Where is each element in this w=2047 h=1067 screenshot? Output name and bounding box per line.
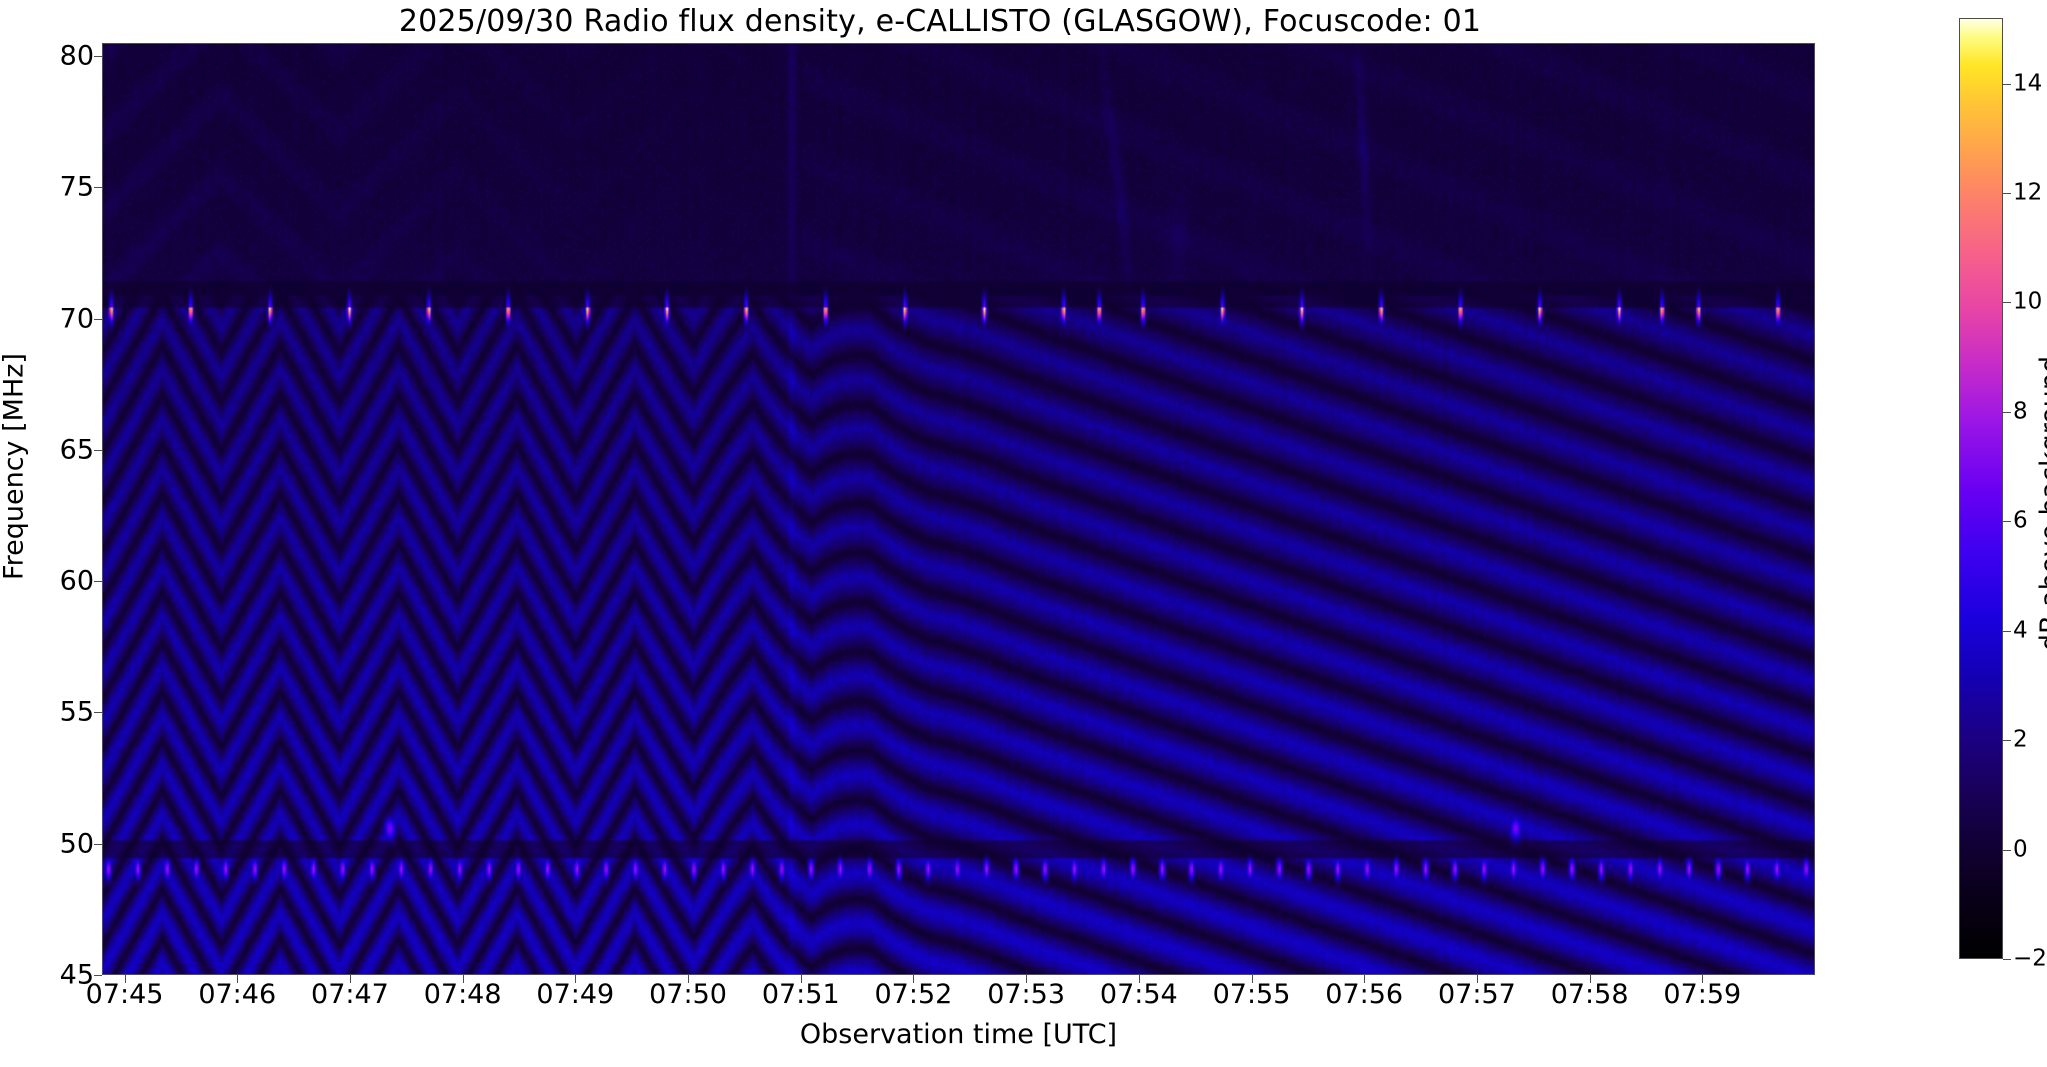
- colorbar-tick-label: 4: [2013, 617, 2028, 644]
- y-tick-label: 50: [59, 828, 94, 860]
- colorbar-gradient: [1959, 18, 2003, 959]
- y-tick-mark: [94, 712, 102, 714]
- x-tick-label: 07:45: [85, 979, 164, 1010]
- x-axis-label: Observation time [UTC]: [799, 1019, 1118, 1050]
- x-tick-label: 07:48: [423, 979, 502, 1010]
- x-tick-label: 07:50: [649, 979, 727, 1010]
- y-tick-label: 45: [59, 959, 94, 991]
- x-tick-mark: [237, 975, 239, 983]
- colorbar-tick-mark: [2003, 521, 2011, 523]
- colorbar-label: dB above background: [2035, 355, 2047, 652]
- colorbar-tick-label: 8: [2013, 398, 2028, 425]
- y-tick-label: 55: [59, 696, 94, 728]
- colorbar-tick-mark: [2003, 959, 2011, 960]
- x-tick-label: 07:53: [987, 979, 1066, 1010]
- colorbar-tick-mark: [2003, 740, 2011, 742]
- x-tick-label: 07:58: [1550, 979, 1629, 1010]
- x-tick-mark: [1026, 975, 1028, 983]
- x-tick-mark: [124, 975, 126, 983]
- y-tick-label: 80: [59, 40, 94, 72]
- colorbar-tick-mark: [2003, 83, 2011, 85]
- x-tick-label: 07:52: [874, 979, 953, 1010]
- spectrogram-image: [103, 44, 1814, 974]
- colorbar-tick-mark: [2003, 630, 2011, 632]
- y-tick-label: 75: [59, 171, 94, 203]
- x-tick-mark: [575, 975, 577, 983]
- x-tick-mark: [1364, 975, 1366, 983]
- colorbar-tick-mark: [2003, 193, 2011, 195]
- x-tick-mark: [1476, 975, 1478, 983]
- x-tick-label: 07:56: [1325, 979, 1404, 1010]
- y-tick-mark: [94, 187, 102, 189]
- y-tick-mark: [94, 843, 102, 845]
- page-title: 2025/09/30 Radio flux density, e-CALLIST…: [398, 4, 1482, 39]
- x-tick-mark: [800, 975, 802, 983]
- x-tick-label: 07:51: [761, 979, 840, 1010]
- colorbar-tick-label: 2: [2013, 726, 2028, 753]
- colorbar-tick-label: 14: [2013, 70, 2043, 97]
- x-tick-mark: [913, 975, 915, 983]
- y-tick-mark: [94, 449, 102, 451]
- x-tick-label: 07:59: [1663, 979, 1742, 1010]
- colorbar-tick-label: 12: [2013, 179, 2043, 206]
- colorbar-tick-label: 10: [2013, 288, 2043, 315]
- x-tick-label: 07:54: [1099, 979, 1178, 1010]
- x-tick-mark: [349, 975, 351, 983]
- x-tick-label: 07:57: [1438, 979, 1516, 1010]
- y-tick-label: 65: [59, 434, 94, 466]
- x-tick-mark: [1138, 975, 1140, 983]
- colorbar-tick-label: 0: [2013, 836, 2028, 863]
- colorbar-tick-mark: [2003, 849, 2011, 851]
- y-tick-label: 60: [59, 565, 94, 597]
- x-tick-label: 07:46: [198, 979, 277, 1010]
- x-tick-mark: [688, 975, 690, 983]
- colorbar-tick-mark: [2003, 411, 2011, 413]
- x-tick-mark: [1589, 975, 1591, 983]
- x-tick-mark: [1251, 975, 1253, 983]
- y-tick-mark: [94, 56, 102, 58]
- colorbar-tick-label: −2: [2013, 945, 2047, 972]
- x-tick-label: 07:47: [311, 979, 389, 1010]
- y-tick-mark: [94, 581, 102, 583]
- spectrogram-axes: [102, 43, 1815, 975]
- x-tick-label: 07:55: [1212, 979, 1291, 1010]
- y-tick-mark: [94, 975, 102, 976]
- y-tick-mark: [94, 318, 102, 320]
- x-tick-mark: [1702, 975, 1704, 983]
- y-axis-label: Frequency [MHz]: [0, 353, 30, 580]
- x-tick-label: 07:49: [536, 979, 615, 1010]
- colorbar-tick-label: 6: [2013, 507, 2028, 534]
- y-tick-label: 70: [59, 303, 94, 335]
- colorbar-tick-mark: [2003, 302, 2011, 304]
- x-tick-mark: [462, 975, 464, 983]
